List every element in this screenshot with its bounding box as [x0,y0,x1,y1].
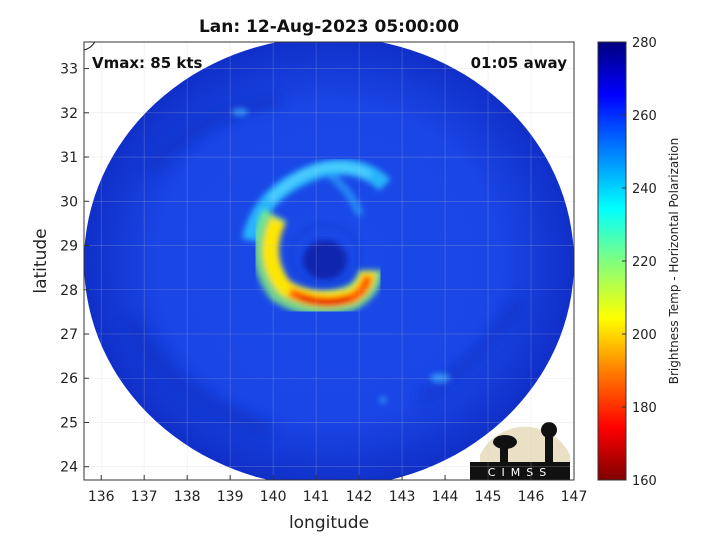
x-axis-ticks: 136 137 138 139 140 141 142 143 144 145 146 147 [88,475,588,505]
coastline-fragment [84,42,96,51]
x-tick-label: 145 [475,489,502,505]
time-away-label: 01:05 away [471,54,568,72]
y-tick-label: 28 [60,283,78,299]
eyewall [253,209,383,316]
y-tick-label: 29 [60,239,78,255]
y-axis-ticks: 24 25 26 27 28 29 30 31 32 33 [60,62,89,476]
x-tick-label: 146 [518,489,545,505]
convective-cells [232,108,450,403]
y-tick-label: 33 [60,62,78,78]
y-tick-label: 30 [60,194,78,210]
x-tick-label: 147 [561,489,588,505]
water-tower-icon [541,422,557,462]
colorbar-ticks: 160 180 200 220 240 260 280 [622,36,657,489]
x-tick-label: 141 [303,489,330,505]
y-tick-label: 24 [60,460,78,476]
colorbar-label: Brightness Temp - Horizontal Polarizatio… [667,138,681,385]
storm-eye [303,240,347,280]
inner-eye-ring [288,222,362,288]
x-tick-label: 140 [260,489,287,505]
colorbar-tick-label: 180 [632,401,657,416]
x-tick-label: 136 [88,489,115,505]
vmax-label: Vmax: 85 kts [92,54,202,72]
grid-lines [84,42,575,480]
y-tick-label: 31 [60,150,78,166]
colorbar-tick-label: 200 [632,328,657,343]
y-tick-label: 26 [60,371,78,387]
cyan-spiral-band [242,159,391,242]
x-axis-label: longitude [289,513,369,533]
x-tick-label: 138 [174,489,201,505]
colorbar: 160 180 200 220 240 260 280 Brightness Temp - … [597,36,681,489]
cimss-logo: CIMSS [470,422,570,480]
y-tick-label: 25 [60,415,78,431]
y-tick-label: 27 [60,327,78,343]
colorbar-tick-label: 240 [632,182,657,197]
colorbar-tick-label: 160 [632,474,657,489]
x-tick-label: 144 [432,489,459,505]
figure-title: Lan: 12-Aug-2023 05:00:00 [199,17,459,37]
outer-rainbands [122,93,525,438]
colorbar-tick-label: 220 [632,255,657,270]
satellite-dish-icon [493,435,517,462]
colorbar-tick-label: 260 [632,109,657,124]
colorbar-gradient [597,41,627,481]
y-axis-label: latitude [31,228,51,293]
cimss-logo-text: CIMSS [488,466,552,479]
cimss-logo-bar [470,462,570,480]
plot-area: CIMSS Vmax: 85 kts 01:05 away [83,41,575,481]
x-tick-label: 142 [346,489,373,505]
plot-frame [83,41,575,481]
x-tick-label: 139 [217,489,244,505]
colorbar-tick-label: 280 [632,36,657,51]
x-tick-label: 137 [131,489,158,505]
y-tick-label: 32 [60,106,78,122]
x-tick-label: 143 [389,489,416,505]
